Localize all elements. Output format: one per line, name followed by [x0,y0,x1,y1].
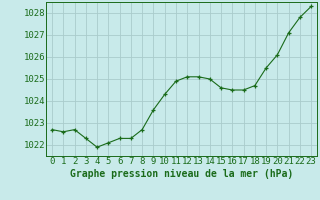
X-axis label: Graphe pression niveau de la mer (hPa): Graphe pression niveau de la mer (hPa) [70,169,293,179]
